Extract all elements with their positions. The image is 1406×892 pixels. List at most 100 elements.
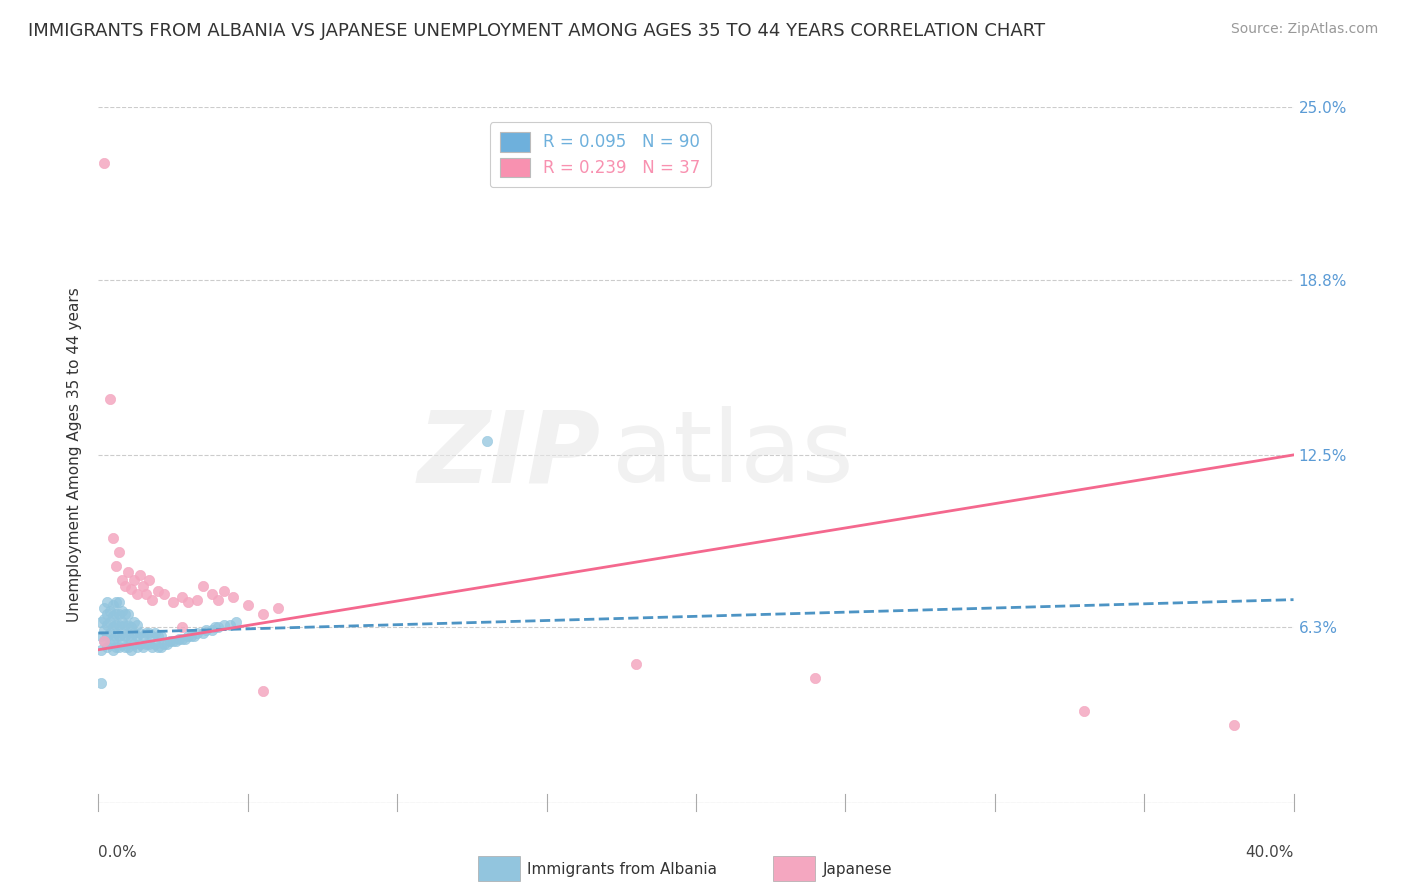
Point <box>105 640 128 654</box>
Point <box>96 595 118 609</box>
Point <box>117 617 139 632</box>
Point <box>93 155 115 169</box>
Point <box>127 629 149 643</box>
Point <box>124 637 146 651</box>
Point <box>114 640 136 654</box>
Point <box>103 642 125 657</box>
Point <box>153 587 176 601</box>
Point <box>172 590 194 604</box>
Point <box>138 573 160 587</box>
Text: Immigrants from Albania: Immigrants from Albania <box>527 863 717 877</box>
Y-axis label: Unemployment Among Ages 35 to 44 years: Unemployment Among Ages 35 to 44 years <box>67 287 83 623</box>
Point <box>252 607 274 621</box>
Point <box>120 582 142 596</box>
Text: IMMIGRANTS FROM ALBANIA VS JAPANESE UNEMPLOYMENT AMONG AGES 35 TO 44 YEARS CORRE: IMMIGRANTS FROM ALBANIA VS JAPANESE UNEM… <box>28 22 1045 40</box>
Point <box>103 632 125 646</box>
Point <box>129 637 152 651</box>
Point <box>114 607 136 621</box>
Point <box>148 584 170 599</box>
Point <box>135 626 157 640</box>
Point <box>120 642 142 657</box>
Point <box>127 617 149 632</box>
Point <box>96 640 118 654</box>
Point <box>114 617 136 632</box>
Point <box>186 626 208 640</box>
Point <box>108 607 131 621</box>
Point <box>201 624 224 638</box>
Point <box>177 595 200 609</box>
Point <box>135 587 157 601</box>
Point <box>191 579 214 593</box>
Point <box>141 592 163 607</box>
Point <box>186 592 208 607</box>
Point <box>105 629 128 643</box>
Point <box>207 592 229 607</box>
Point <box>222 590 245 604</box>
Point <box>212 617 235 632</box>
Point <box>93 634 115 648</box>
Point <box>111 626 134 640</box>
Point <box>108 545 131 559</box>
Point <box>267 601 290 615</box>
Point <box>129 567 152 582</box>
Point <box>111 615 134 629</box>
Point <box>90 615 112 629</box>
Point <box>150 629 173 643</box>
Point <box>143 626 166 640</box>
Legend: R = 0.095   N = 90, R = 0.239   N = 37: R = 0.095 N = 90, R = 0.239 N = 37 <box>491 122 710 187</box>
Point <box>148 629 170 643</box>
Point <box>120 620 142 634</box>
Text: ZIP: ZIP <box>418 407 600 503</box>
Point <box>180 629 202 643</box>
Point <box>167 632 190 646</box>
Point <box>143 637 166 651</box>
Point <box>103 620 125 634</box>
Point <box>93 624 115 638</box>
Point <box>162 634 184 648</box>
Point <box>93 612 115 626</box>
Text: Source: ZipAtlas.com: Source: ZipAtlas.com <box>1230 22 1378 37</box>
Point <box>141 629 163 643</box>
Point <box>219 617 242 632</box>
Point <box>105 607 128 621</box>
Point <box>207 620 229 634</box>
Point <box>100 626 122 640</box>
Point <box>105 559 128 574</box>
Point <box>120 632 142 646</box>
Point <box>96 629 118 643</box>
Point <box>132 579 155 593</box>
Point <box>108 595 131 609</box>
Point <box>174 632 197 646</box>
Point <box>201 587 224 601</box>
Point <box>132 629 155 643</box>
Point <box>103 532 125 546</box>
Point <box>236 598 259 612</box>
Point <box>212 584 235 599</box>
Point <box>96 607 118 621</box>
Point <box>90 676 112 690</box>
Point <box>127 587 149 601</box>
Point <box>117 640 139 654</box>
Point <box>165 634 187 648</box>
Point <box>111 637 134 651</box>
Point <box>103 609 125 624</box>
Point <box>626 657 648 671</box>
Point <box>138 637 160 651</box>
Point <box>108 629 131 643</box>
Point <box>138 626 160 640</box>
Point <box>124 573 146 587</box>
Point <box>90 642 112 657</box>
Point <box>1073 704 1095 718</box>
Point <box>100 637 122 651</box>
Text: 0.0%: 0.0% <box>98 845 138 860</box>
Point <box>156 637 179 651</box>
Point <box>111 604 134 618</box>
Point <box>132 640 155 654</box>
Point <box>162 595 184 609</box>
Text: 40.0%: 40.0% <box>1246 845 1294 860</box>
Point <box>90 629 112 643</box>
Point <box>114 579 136 593</box>
Point <box>105 595 128 609</box>
Point <box>114 629 136 643</box>
Point <box>100 604 122 618</box>
